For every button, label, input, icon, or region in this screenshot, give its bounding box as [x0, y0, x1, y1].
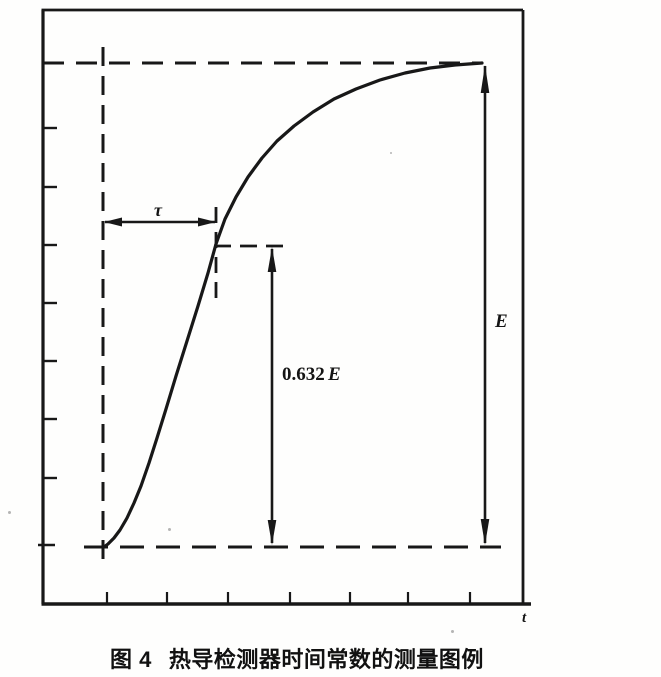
y-axis-ticks	[38, 126, 57, 547]
scan-speck	[451, 630, 454, 633]
figure-canvas: τ 0.632 E E t	[38, 8, 531, 626]
tau-arrow	[104, 217, 216, 227]
scan-speck	[8, 511, 11, 514]
response-curve	[102, 61, 484, 549]
fraction-symbol-label: E	[327, 364, 341, 385]
fraction-arrow-up-head-icon	[267, 247, 277, 272]
figure-caption-number: 图 4	[110, 647, 152, 672]
amplitude-arrow-down-head-icon	[480, 519, 490, 545]
tau-arrow-right-head-icon	[198, 217, 216, 227]
amplitude-measure-arrow	[480, 65, 490, 545]
figure-caption-title: 热导检测器时间常数的测量图例	[168, 647, 484, 672]
tau-label: τ	[154, 200, 163, 220]
amplitude-arrow-up-head-icon	[480, 65, 490, 93]
figure-caption: 图 4 热导检测器时间常数的测量图例	[110, 642, 484, 674]
scan-speck	[390, 152, 392, 154]
fraction-value-label: 0.632	[282, 364, 325, 385]
x-axis-ticks	[105, 592, 472, 604]
tau-arrow-left-head-icon	[104, 217, 122, 227]
fraction-measure-arrow	[267, 247, 277, 545]
amplitude-label: E	[494, 311, 508, 332]
scan-speck	[168, 528, 171, 531]
fraction-arrow-down-head-icon	[267, 520, 277, 545]
time-axis-label: t	[522, 610, 527, 626]
